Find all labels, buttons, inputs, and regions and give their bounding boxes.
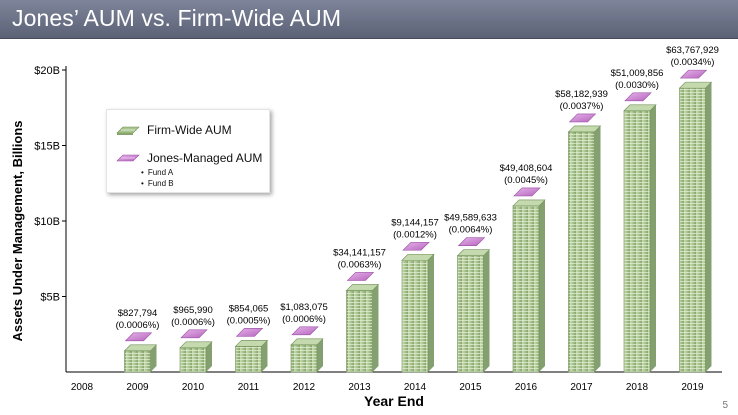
firm-wide-bar [290,338,324,373]
x-tick-label: 2015 [459,382,482,393]
y-tick-label: $15B [34,141,60,153]
x-tick-label: 2008 [71,382,94,393]
data-labels: $827,794(0.0006%)$965,990(0.0006%)$854,0… [116,45,719,331]
x-tick-label: 2018 [626,382,649,393]
x-tick-label: 2019 [681,382,704,393]
jones-pct-label: (0.0012%) [393,229,437,240]
y-axis-title: Assets Under Management, Billions [10,120,25,341]
page-title: Jones’ AUM vs. Firm-Wide AUM [12,5,342,31]
jones-cash-icon [116,154,140,162]
firm-wide-bar [401,253,435,373]
jones-value-label: $63,767,929 [666,45,719,56]
jones-managed-bar [291,326,319,336]
legend-label-firm-wide: Firm-Wide AUM [147,123,232,137]
firm-wide-bar [512,199,546,373]
y-tick-label: $10B [34,216,60,228]
firm-wide-bar [567,125,602,373]
legend-label-jones-managed: Jones-Managed AUM [147,151,263,165]
jones-pct-label: (0.0063%) [338,259,382,270]
x-tick-label: 2009 [126,382,149,393]
jones-pct-label: (0.0064%) [449,225,493,236]
jones-managed-bar [513,187,541,197]
x-tick-label: 2011 [238,382,260,393]
x-tick-label: 2014 [404,382,427,393]
jones-managed-bar [679,69,708,79]
jones-managed-bar [624,92,652,102]
x-tick-label: 2010 [182,382,205,393]
firm-wide-bar [179,341,213,373]
legend-fund-a: Fund A [141,168,173,177]
jones-value-label: $854,065 [229,303,269,314]
jones-value-label: $49,589,633 [444,213,497,224]
jones-value-label: $9,144,157 [391,217,439,228]
jones-pct-label: (0.0006%) [282,314,326,325]
bars [123,69,713,373]
page-number: 5 [722,400,728,411]
jones-value-label: $49,408,604 [500,163,553,174]
firm-wide-bar [345,284,380,373]
jones-pct-label: (0.0030%) [615,80,659,91]
x-tick-label: 2012 [293,382,316,393]
jones-pct-label: (0.0037%) [560,101,604,112]
jones-value-label: $1,083,075 [280,302,328,313]
x-tick-label: 2016 [515,382,538,393]
firm-wide-bar [123,344,158,373]
aum-bar-chart: $5B $10B $15B $20B 2008 2009 2010 2011 2012 2013 2… [10,45,722,409]
firm-wide-bar [234,340,269,373]
jones-value-label: $51,009,856 [611,68,664,79]
jones-value-label: $34,141,157 [333,247,386,258]
jones-pct-label: (0.0034%) [671,57,715,68]
firm-wide-bar [678,81,713,373]
jones-managed-bar [568,113,597,123]
y-tick-label: $20B [34,65,60,77]
jones-pct-label: (0.0045%) [504,175,548,186]
jones-value-label: $58,182,939 [555,89,608,100]
jones-managed-bar [346,272,375,281]
jones-managed-bar [235,328,264,337]
jones-value-label: $965,990 [173,305,213,316]
jones-managed-bar [180,329,208,339]
legend-fund-b: Fund B [141,179,174,188]
chart-legend: Firm-Wide AUM Jones-Managed AUM Fund A F… [106,109,270,193]
jones-managed-bar [124,332,153,342]
title-bar: Jones’ AUM vs. Firm-Wide AUM [0,0,738,39]
jones-pct-label: (0.0006%) [171,317,215,328]
x-tick-label: 2013 [348,382,371,393]
cash-stack-icon [116,126,140,135]
y-tick-label: $5B [40,292,60,304]
firm-wide-bar [456,249,491,373]
jones-managed-bar [457,237,486,247]
axes: $5B $10B $15B $20B 2008 2009 2010 2011 2012 2013 2… [10,65,722,409]
jones-pct-label: (0.0006%) [116,320,160,331]
x-tick-label: 2017 [570,382,593,393]
x-axis-title: Year End [364,393,424,409]
jones-pct-label: (0.0005%) [227,315,271,326]
jones-managed-bar [402,241,430,251]
jones-value-label: $827,794 [118,308,158,319]
firm-wide-bar [623,104,657,373]
